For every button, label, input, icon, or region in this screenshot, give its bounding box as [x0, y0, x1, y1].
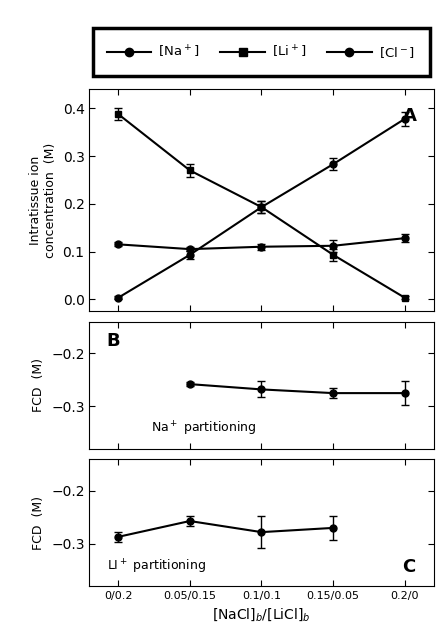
- Text: C: C: [403, 558, 416, 576]
- Text: A: A: [403, 107, 417, 125]
- Text: Na$^+$ partitioning: Na$^+$ partitioning: [152, 420, 257, 439]
- Text: [Li$^+$]: [Li$^+$]: [272, 44, 306, 61]
- Y-axis label: Intratissue ion
concentration  (M): Intratissue ion concentration (M): [29, 142, 57, 258]
- Text: [Cl$^-$]: [Cl$^-$]: [379, 44, 415, 60]
- Y-axis label: FCD  (M): FCD (M): [33, 496, 46, 549]
- Text: [Na$^+$]: [Na$^+$]: [158, 44, 199, 61]
- Text: B: B: [106, 332, 120, 350]
- Text: LI$^+$ partitioning: LI$^+$ partitioning: [106, 558, 206, 576]
- X-axis label: [NaCl]$_b$/[LiCl]$_b$: [NaCl]$_b$/[LiCl]$_b$: [212, 607, 311, 623]
- Y-axis label: FCD  (M): FCD (M): [33, 358, 46, 412]
